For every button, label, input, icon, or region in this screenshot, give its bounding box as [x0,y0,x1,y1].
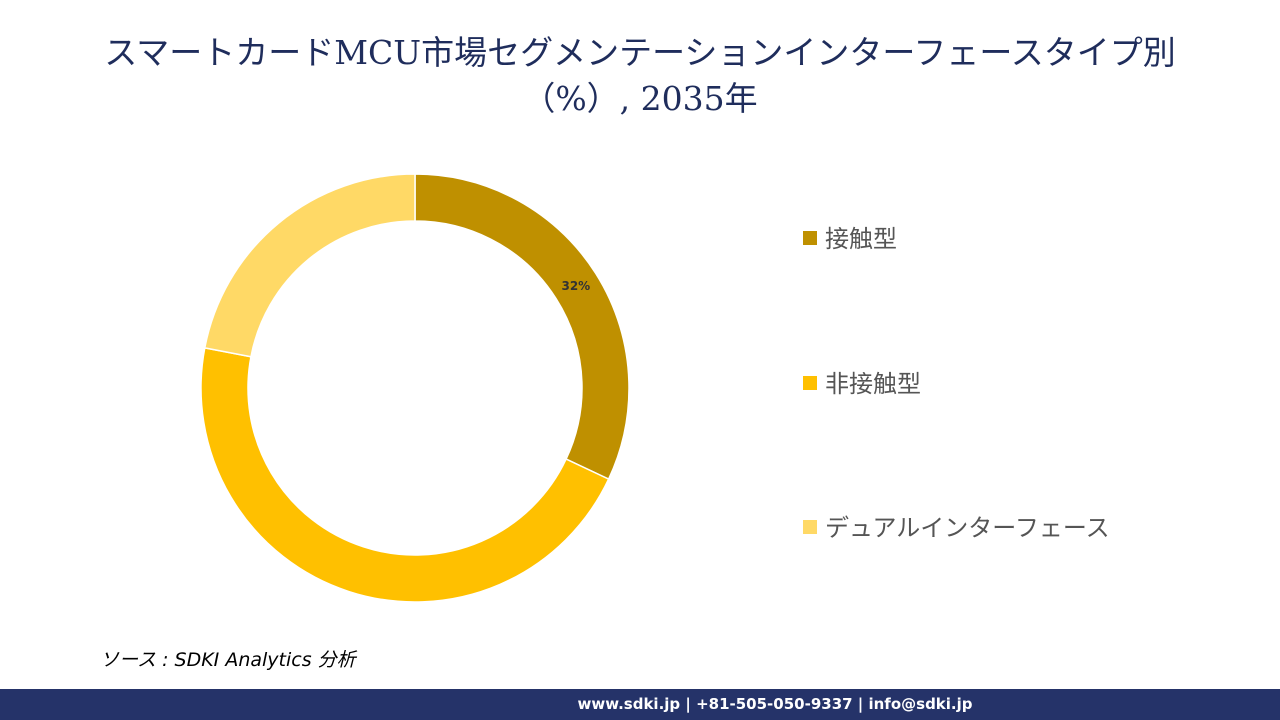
legend-label-2: 非接触型 [825,370,921,398]
donut-slice-1 [414,173,630,481]
legend-swatch-3 [803,520,817,534]
legend-swatch-2 [803,376,817,390]
footer-contact: www.sdki.jp | +81-505-050-9337 | info@sd… [577,695,973,713]
legend-label-3: デュアルインターフェース [825,514,1110,542]
footer-bar: www.sdki.jp | +81-505-050-9337 | info@sd… [0,689,1280,720]
source-note: ソース : SDKI Analytics 分析 [100,649,356,671]
donut-slice-3 [203,173,416,358]
data-label-1: 32% [561,279,590,293]
donut-slice-2 [200,347,610,603]
donut-chart: 32% [200,173,630,603]
chart-title-line-1: スマートカードMCU市場セグメンテーションインターフェースタイプ別 [104,33,1176,72]
legend-label-1: 接触型 [825,225,897,253]
legend-swatch-1 [803,231,817,245]
chart-title: スマートカードMCU市場セグメンテーションインターフェースタイプ別 （%）, 2… [0,30,1280,122]
chart-title-line-2: （%）, 2035年 [522,79,758,118]
